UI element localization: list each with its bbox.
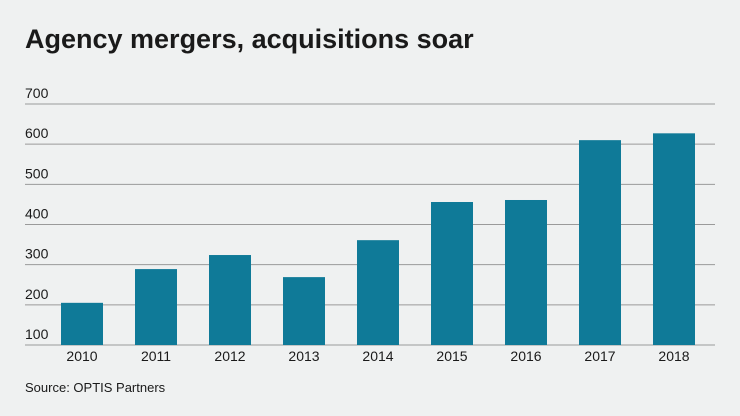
- bar: [653, 133, 695, 345]
- y-tick-label: 500: [25, 165, 49, 181]
- bar: [357, 240, 399, 345]
- x-tick-label: 2012: [214, 348, 245, 364]
- x-tick-label: 2015: [436, 348, 467, 364]
- bar: [505, 199, 547, 345]
- x-tick-label: 2018: [658, 348, 689, 364]
- y-tick-label: 400: [25, 206, 49, 222]
- y-tick-label: 700: [25, 85, 49, 101]
- bar: [135, 269, 177, 345]
- x-tick-label: 2014: [362, 348, 393, 364]
- x-tick-label: 2010: [66, 348, 97, 364]
- source-note: Source: OPTIS Partners: [25, 380, 166, 395]
- x-tick-label: 2013: [288, 348, 319, 364]
- y-tick-label: 600: [25, 125, 49, 141]
- bar: [579, 140, 621, 345]
- y-tick-label: 100: [25, 326, 49, 342]
- chart-title: Agency mergers, acquisitions soar: [25, 24, 474, 54]
- y-tick-label: 200: [25, 286, 49, 302]
- bar: [283, 277, 325, 345]
- bar: [209, 255, 251, 345]
- x-tick-label: 2017: [584, 348, 615, 364]
- x-tick-label: 2016: [510, 348, 541, 364]
- bar: [61, 302, 103, 345]
- y-tick-label: 300: [25, 246, 49, 262]
- x-tick-label: 2011: [141, 348, 171, 364]
- bar: [431, 202, 473, 345]
